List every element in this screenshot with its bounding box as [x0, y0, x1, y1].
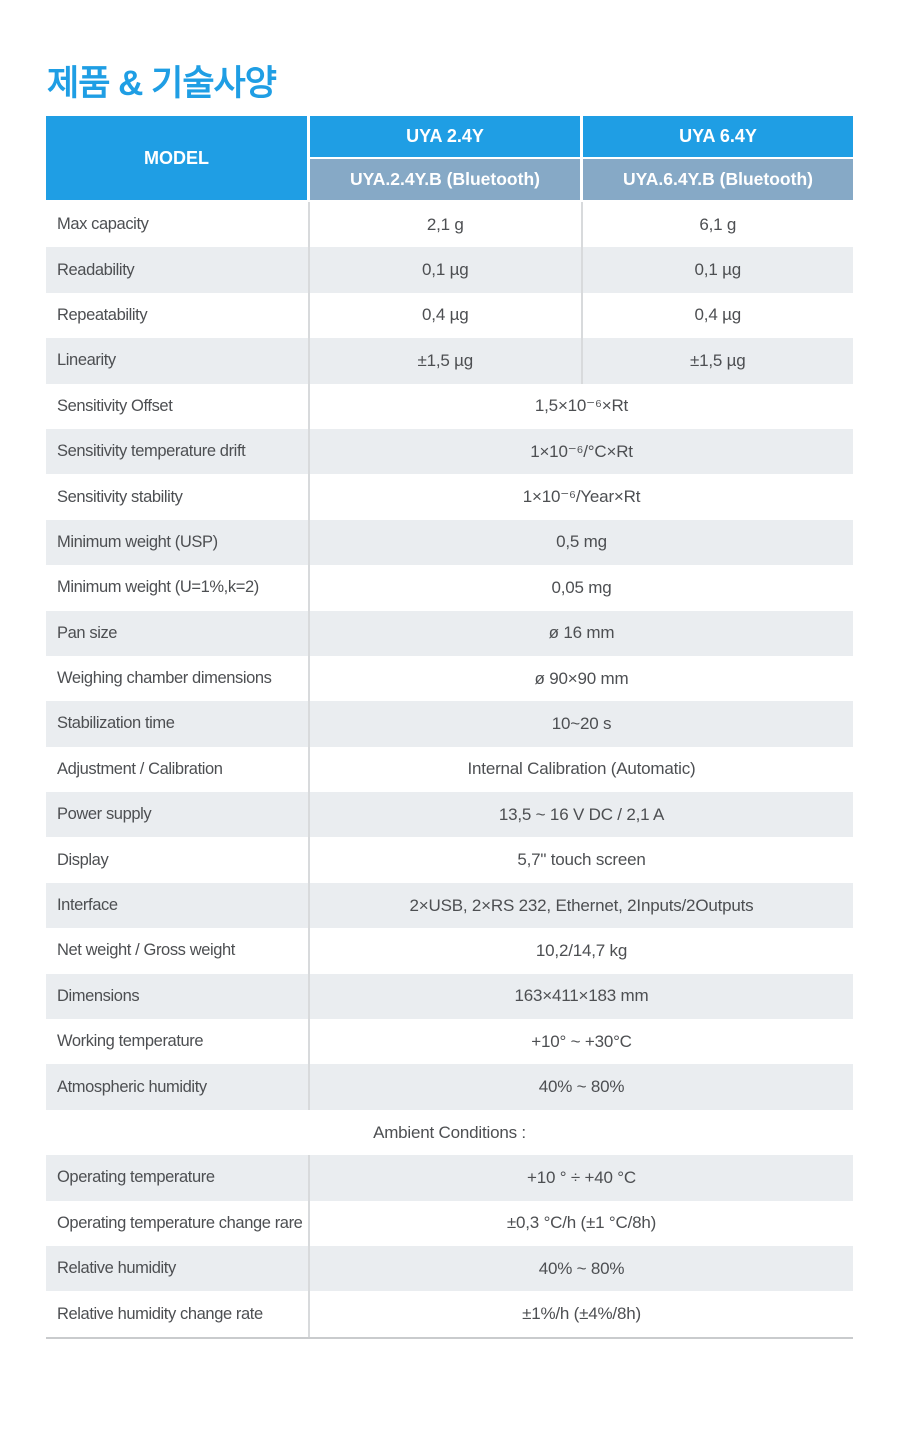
- row-label: Relative humidity: [46, 1245, 310, 1292]
- spec-table: MODEL UYA 2.4Y UYA.2.4Y.B (Bluetooth) UY…: [46, 116, 853, 1339]
- table-row: Repeatability 0,4 µg 0,4 µg: [46, 292, 853, 339]
- row-label: Operating temperature: [46, 1155, 310, 1201]
- table-row: Power supply 13,5 ~ 16 V DC / 2,1 A: [46, 792, 853, 838]
- row-label: Max capacity: [46, 202, 310, 248]
- table-row: Atmospheric humidity 40% ~ 80%: [46, 1064, 853, 1110]
- table-row: Weighing chamber dimensions ø 90×90 mm: [46, 655, 853, 702]
- table-row: Sensitivity stability 1×10⁻⁶/Year×Rt: [46, 474, 853, 520]
- table-row: Display 5,7" touch screen: [46, 837, 853, 883]
- page-title: 제품 & 기술사양: [47, 64, 277, 103]
- bluetooth-model-name-cell: UYA.2.4Y.B (Bluetooth): [310, 159, 580, 200]
- row-value: 2×USB, 2×RS 232, Ethernet, 2Inputs/2Outp…: [409, 895, 754, 915]
- row-label: Sensitivity temperature drift: [46, 428, 310, 475]
- row-label: Net weight / Gross weight: [46, 928, 310, 974]
- table-row: Max capacity 2,1 g 6,1 g: [46, 202, 853, 248]
- column-header-uya-6-4y: UYA 6.4Y UYA.6.4Y.B (Bluetooth): [583, 116, 853, 200]
- table-row: Pan size ø 16 mm: [46, 610, 853, 656]
- row-value: 0,5 mg: [556, 532, 607, 552]
- table-row: Minimum weight (USP) 0,5 mg: [46, 519, 853, 566]
- row-value: ø 16 mm: [548, 623, 615, 643]
- row-value: 1,5×10⁻⁶×Rt: [534, 396, 629, 416]
- row-value: 0,05 mg: [551, 577, 612, 597]
- table-row: Sensitivity temperature drift 1×10⁻⁶/°C×R…: [46, 428, 853, 475]
- row-value: 13,5 ~ 16 V DC / 2,1 A: [498, 804, 665, 824]
- row-value: 10,2/14,7 kg: [535, 940, 628, 960]
- row-label: Display: [46, 837, 310, 883]
- table-row: Stabilization time 10~20 s: [46, 701, 853, 747]
- row-value: 163×411×183 mm: [514, 986, 649, 1006]
- row-value-col1: 0,4 µg: [310, 292, 583, 339]
- row-label: Pan size: [46, 610, 310, 656]
- row-value: 40% ~ 80%: [538, 1077, 625, 1097]
- column-header-uya-2-4y: UYA 2.4Y UYA.2.4Y.B (Bluetooth): [310, 116, 580, 200]
- spec-table-body: Max capacity 2,1 g 6,1 g Readability 0,1 µg 0…: [46, 202, 853, 1339]
- row-label: Sensitivity stability: [46, 474, 310, 520]
- row-label: Weighing chamber dimensions: [46, 655, 310, 702]
- row-value: Internal Calibration (Automatic): [467, 759, 696, 779]
- row-value-col1: ±1,5 µg: [310, 338, 583, 384]
- row-label: Stabilization time: [46, 701, 310, 747]
- row-value: 10~20 s: [551, 713, 612, 733]
- row-value: 5,7" touch screen: [517, 850, 646, 870]
- model-name-cell: UYA 2.4Y: [310, 116, 580, 157]
- table-row: Adjustment / Calibration Internal Calibra…: [46, 746, 853, 793]
- row-value: +10° ~ +30°C: [531, 1031, 632, 1051]
- row-label: Sensitivity Offset: [46, 383, 310, 429]
- table-row: Working temperature +10° ~ +30°C: [46, 1019, 853, 1065]
- row-label: Power supply: [46, 792, 310, 838]
- row-value-col2: 6,1 g: [699, 214, 737, 234]
- row-label: Readability: [46, 247, 310, 293]
- row-value: 1×10⁻⁶/Year×Rt: [522, 487, 641, 507]
- row-value: 1×10⁻⁶/°C×Rt: [530, 441, 633, 461]
- table-row: Sensitivity Offset 1,5×10⁻⁶×Rt: [46, 383, 853, 429]
- table-row: Net weight / Gross weight 10,2/14,7 kg: [46, 928, 853, 974]
- row-label: Minimum weight (U=1%,k=2): [46, 565, 310, 611]
- row-value-col2: 0,1 µg: [694, 260, 742, 280]
- table-row: Ambient Conditions :: [46, 1109, 853, 1156]
- table-row: Readability 0,1 µg 0,1 µg: [46, 247, 853, 293]
- bluetooth-model-name-cell: UYA.6.4Y.B (Bluetooth): [583, 159, 853, 200]
- row-label: Interface: [46, 882, 310, 929]
- model-name-cell: UYA 6.4Y: [583, 116, 853, 157]
- row-value: +10 ° ÷ +40 °C: [527, 1167, 636, 1187]
- table-row: Operating temperature +10 ° ÷ +40 °C: [46, 1155, 853, 1201]
- row-value: ±1%/h (±4%/8h): [522, 1304, 641, 1324]
- row-label: Adjustment / Calibration: [46, 746, 310, 793]
- row-label: Repeatability: [46, 292, 310, 339]
- row-value: ±0,3 °C/h (±1 °C/8h): [506, 1213, 657, 1233]
- model-header-cell: MODEL: [46, 116, 307, 200]
- row-label: Atmospheric humidity: [46, 1064, 310, 1110]
- row-value: 40% ~ 80%: [538, 1258, 625, 1278]
- row-value-col1: 0,1 µg: [310, 247, 583, 293]
- row-value-col2: ±1,5 µg: [689, 350, 746, 370]
- row-value: ø 90×90 mm: [534, 668, 629, 688]
- row-label: Linearity: [46, 338, 310, 384]
- row-value-col2: 0,4 µg: [694, 305, 742, 325]
- spec-table-header: MODEL UYA 2.4Y UYA.2.4Y.B (Bluetooth) UY…: [46, 116, 853, 200]
- row-label: Minimum weight (USP): [46, 519, 310, 566]
- section-title: Ambient Conditions :: [373, 1122, 526, 1142]
- row-value-col1: 2,1 g: [310, 202, 583, 248]
- row-label: Dimensions: [46, 973, 310, 1020]
- table-row: Operating temperature change rare ±0,3 °C…: [46, 1200, 853, 1246]
- row-label: Working temperature: [46, 1019, 310, 1065]
- row-label: Operating temperature change rare: [46, 1200, 310, 1246]
- row-label: Relative humidity change rate: [46, 1291, 310, 1337]
- table-row: Linearity ±1,5 µg ±1,5 µg: [46, 338, 853, 384]
- table-row: Interface 2×USB, 2×RS 232, Ethernet, 2Inp…: [46, 882, 853, 929]
- table-row: Relative humidity change rate ±1%/h (±4%/…: [46, 1291, 853, 1337]
- table-row: Minimum weight (U=1%,k=2) 0,05 mg: [46, 565, 853, 611]
- table-row: Relative humidity 40% ~ 80%: [46, 1245, 853, 1292]
- table-row: Dimensions 163×411×183 mm: [46, 973, 853, 1020]
